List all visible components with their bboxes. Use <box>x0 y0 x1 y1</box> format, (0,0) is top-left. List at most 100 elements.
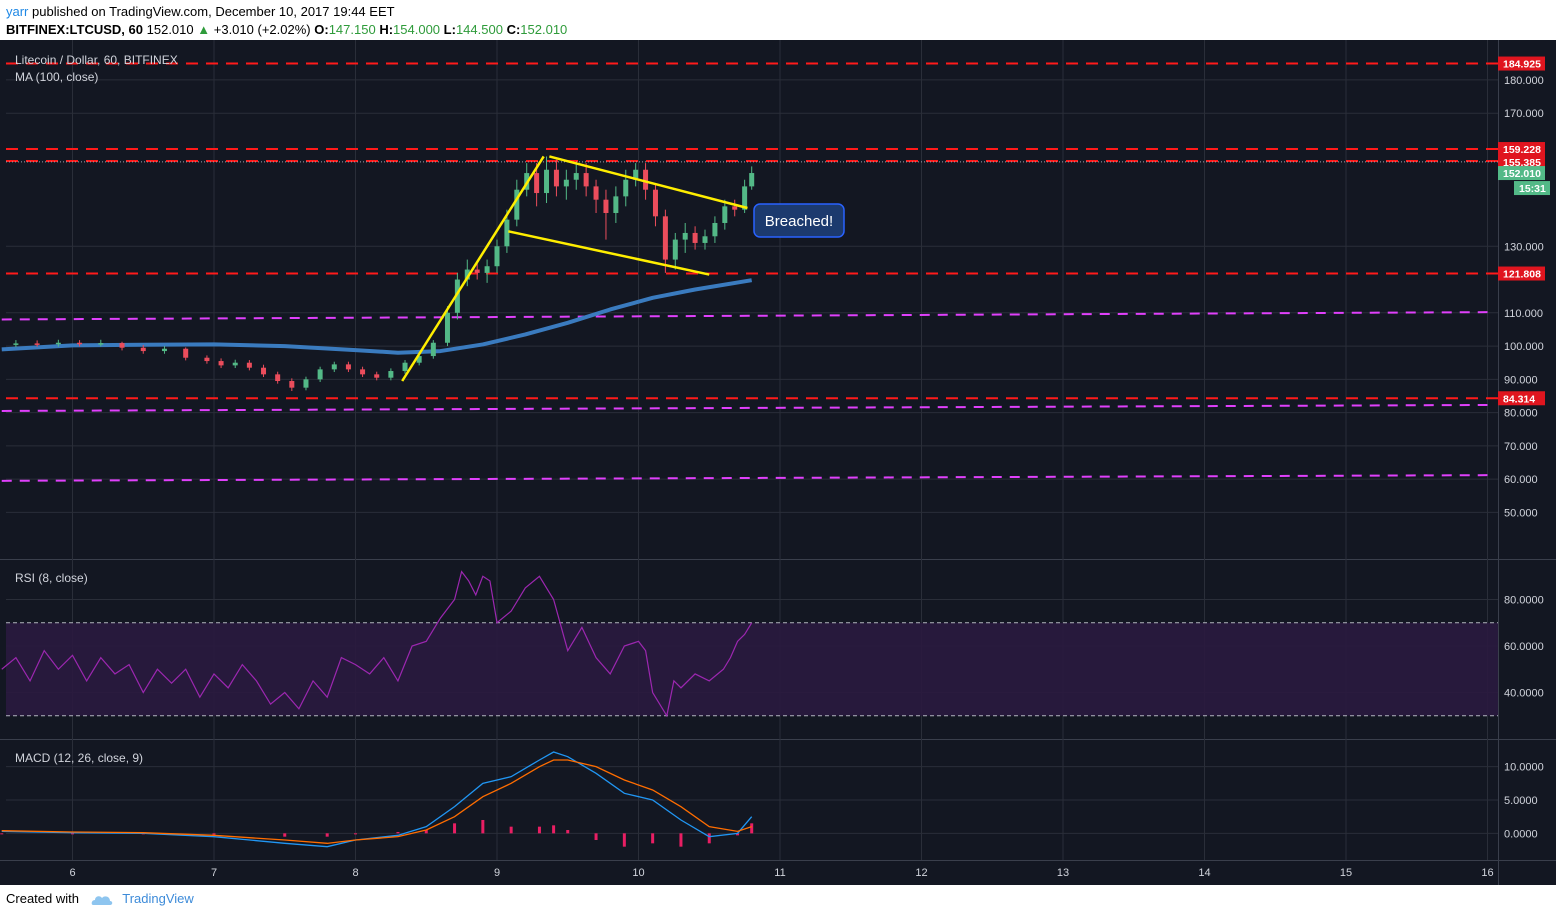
chart-area[interactable]: 6 7 8 9 10 11 12 13 14 15 16 50.000 60.000 70.000 80.0… <box>0 40 1556 885</box>
x-tick-label: 15 <box>1340 867 1352 879</box>
candle-down <box>652 189 658 217</box>
candle-down <box>261 367 267 375</box>
price-label-text: 184.925 <box>1503 59 1541 71</box>
candle-down <box>692 232 698 243</box>
candle-down <box>275 374 281 382</box>
candle-down <box>474 269 480 273</box>
x-tick-label: 9 <box>494 867 500 879</box>
trendlines[interactable] <box>401 155 748 382</box>
price-label-text: 15:31 <box>1519 183 1546 195</box>
candle-up <box>416 356 422 363</box>
macd-histogram-bar <box>212 833 216 835</box>
rsi-y-tick-label: 80.0000 <box>1504 595 1544 607</box>
open-value: 147.150 <box>328 22 376 37</box>
macd-histogram-bar <box>651 833 655 844</box>
high-label: H: <box>379 22 394 37</box>
x-tick-label: 6 <box>69 867 75 879</box>
candle-down <box>218 361 224 366</box>
candle-up <box>55 342 61 345</box>
candle-down <box>603 199 609 213</box>
macd-histogram-bar <box>552 825 556 834</box>
candle-down <box>360 369 366 375</box>
candle-down <box>246 362 252 368</box>
close-value: 152.010 <box>520 22 568 37</box>
published-text: published on TradingView.com, December 1… <box>32 4 395 19</box>
price-label-bg <box>1514 181 1550 196</box>
macd-histogram-bar <box>736 833 740 836</box>
price-label-text: 84.314 <box>1503 393 1535 405</box>
macd-histogram-bar <box>707 833 711 844</box>
macd-histogram-bar <box>283 833 287 837</box>
candle-down <box>732 206 738 210</box>
candle-up <box>464 269 470 280</box>
candle-down <box>553 169 559 187</box>
low-label: L: <box>443 22 456 37</box>
ma-line <box>1 278 753 355</box>
x-tick-label: 11 <box>774 867 785 879</box>
yellow-trendline <box>401 155 545 382</box>
candle-up <box>430 342 436 357</box>
candle-up <box>494 246 500 267</box>
symbol-label: BITFINEX:LTCUSD, 60 <box>6 22 143 37</box>
price-axis-bg <box>1498 40 1556 885</box>
candle-down <box>34 343 40 345</box>
candle-up <box>161 348 167 352</box>
macd-y-tick-label: 5.0000 <box>1504 795 1538 807</box>
candle-up <box>98 343 104 345</box>
candle-down <box>77 342 83 345</box>
macd-histogram-bar <box>679 833 683 847</box>
macd-histogram-bar <box>0 833 4 835</box>
candle-up <box>722 206 728 223</box>
price-y-tick-label: 70.000 <box>1504 441 1538 453</box>
macd-histogram-bar <box>396 832 400 834</box>
candle-up <box>633 169 639 180</box>
x-tick-label: 13 <box>1057 867 1069 879</box>
candle-down <box>183 348 189 358</box>
axes: 6 7 8 9 10 11 12 13 14 15 16 50.000 60.000 70.000 80.0… <box>69 75 1543 879</box>
horizontal-levels[interactable] <box>1 62 1498 482</box>
candle-up <box>573 173 579 180</box>
candle-up <box>13 343 19 345</box>
chart-title: Litecoin / Dollar, 60, BITFINEX <box>15 53 178 67</box>
candle-down <box>289 381 295 388</box>
price-label-bg <box>1498 56 1545 71</box>
x-tick-label: 7 <box>211 867 217 879</box>
candle-down <box>140 347 146 352</box>
macd-y-tick-label: 10.0000 <box>1504 762 1544 774</box>
macd-histogram-bar <box>622 833 626 847</box>
price-label-bg <box>1498 154 1545 169</box>
rsi-line <box>1 570 753 718</box>
breached-annotation[interactable]: Breached! <box>753 203 845 238</box>
author-link[interactable]: yarr <box>6 4 29 19</box>
candle-up <box>623 179 629 197</box>
created-with-text: Created with <box>6 891 79 906</box>
open-label: O: <box>314 22 329 37</box>
price-y-tick-label: 60.000 <box>1504 474 1538 486</box>
price-y-tick-label: 50.000 <box>1504 507 1538 519</box>
price-label-text: 159.228 <box>1503 144 1541 156</box>
yellow-trendline <box>508 230 710 276</box>
up-arrow-icon: ▲ <box>197 22 211 37</box>
rsi-legend: RSI (8, close) <box>15 571 88 585</box>
rsi-y-tick-label: 60.0000 <box>1504 641 1544 653</box>
tradingview-link[interactable]: TradingView <box>122 891 194 906</box>
candle-up <box>672 239 678 260</box>
high-value: 154.000 <box>393 22 441 37</box>
x-tick-label: 14 <box>1198 867 1210 879</box>
price-label-bg <box>1498 266 1545 281</box>
candle-down <box>374 374 380 378</box>
price-y-tick-label: 130.000 <box>1504 241 1544 253</box>
quote-header: BITFINEX:LTCUSD, 60 152.010 ▲ +3.010 (+2… <box>6 22 567 37</box>
annotation-text: Breached! <box>765 213 833 230</box>
x-tick-label: 12 <box>915 867 927 879</box>
macd-histogram-bar <box>354 833 357 835</box>
macd-y-tick-label: 0.0000 <box>1504 828 1538 840</box>
rsi-band-fill <box>6 622 1498 716</box>
macd-histogram-bar <box>537 826 541 834</box>
price-y-tick-label: 90.000 <box>1504 374 1538 386</box>
rsi-plot <box>1 570 753 718</box>
chart-svg[interactable]: 6 7 8 9 10 11 12 13 14 15 16 50.000 60.000 70.000 80.0… <box>0 40 1556 885</box>
candle-up <box>544 169 550 194</box>
price-label-text: 152.010 <box>1503 168 1541 180</box>
candle-down <box>643 169 649 190</box>
